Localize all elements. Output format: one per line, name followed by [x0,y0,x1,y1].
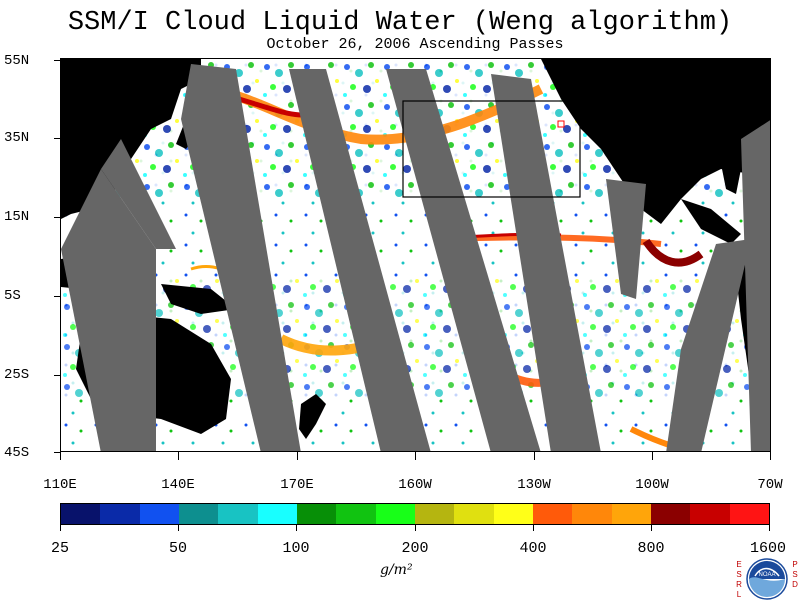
colorbar-tick [415,525,416,531]
lat-label: 55N [4,53,30,69]
colorbar-label: 25 [50,540,70,557]
colorbar-tick [533,525,534,531]
colorbar [60,503,770,525]
lon-tick [415,452,416,460]
lon-tick [297,452,298,460]
colorbar-tick [769,525,770,531]
logo-psd-letters: P S D [792,560,798,589]
lat-tick [54,452,60,453]
colorbar-segment [572,504,612,524]
lon-tick [60,452,61,460]
colorbar-segment [218,504,258,524]
colorbar-segment [336,504,376,524]
map-subtitle: October 26, 2006 Ascending Passes [266,36,564,53]
colorbar-segment [729,504,769,524]
logo-text: NOAA [758,572,775,578]
colorbar-label: 100 [282,540,310,557]
colorbar-segment [375,504,415,524]
lon-tick [178,452,179,460]
lon-label: 70W [757,477,783,493]
colorbar-tick [60,525,61,531]
lon-label: 130W [517,477,551,493]
colorbar-tick [651,525,652,531]
colorbar-segment [454,504,494,524]
colorbar-label: 50 [168,540,188,557]
map-svg [61,59,770,451]
lat-label: 35N [4,130,30,146]
colorbar-segment [296,504,337,524]
swath-gaps [61,64,770,451]
lon-label: 100W [635,477,669,493]
colorbar-segment [414,504,455,524]
region-box [402,100,581,198]
lat-label: 5S [4,288,21,304]
colorbar-unit: g/m² [380,562,413,578]
noaa-emblem-icon: NOAA [746,558,788,600]
lat-label: 25S [4,367,30,383]
lat-tick [54,296,60,297]
colorbar-segment [611,504,651,524]
lon-tick [770,452,771,460]
colorbar-segment [178,504,219,524]
colorbar-label: 1600 [749,540,787,557]
lat-tick [54,138,60,139]
colorbar-segment [139,504,179,524]
lon-label: 170E [280,477,314,493]
lon-label: 110E [43,477,77,493]
lon-label: 160W [398,477,432,493]
location-marker [557,120,565,128]
colorbar-segment [100,504,140,524]
colorbar-segment [532,504,573,524]
colorbar-segment [61,504,101,524]
colorbar-segment [650,504,691,524]
map-panel [60,58,771,452]
colorbar-tick [178,525,179,531]
colorbar-label: 400 [519,540,547,557]
lat-tick [54,60,60,61]
logo-esrl-letters: E S R L [736,560,742,599]
map-title: SSM/I Cloud Liquid Water (Weng algorithm… [67,8,733,38]
colorbar-tick [296,525,297,531]
colorbar-label: 200 [401,540,429,557]
lat-label: 45S [4,445,30,461]
colorbar-label: 800 [637,540,665,557]
lat-tick [54,217,60,218]
lon-label: 140E [161,477,195,493]
colorbar-segment [493,504,533,524]
colorbar-segment [690,504,730,524]
lat-tick [54,375,60,376]
colorbar-segment [257,504,297,524]
lon-tick [652,452,653,460]
lat-label: 15N [4,209,30,225]
lon-tick [534,452,535,460]
